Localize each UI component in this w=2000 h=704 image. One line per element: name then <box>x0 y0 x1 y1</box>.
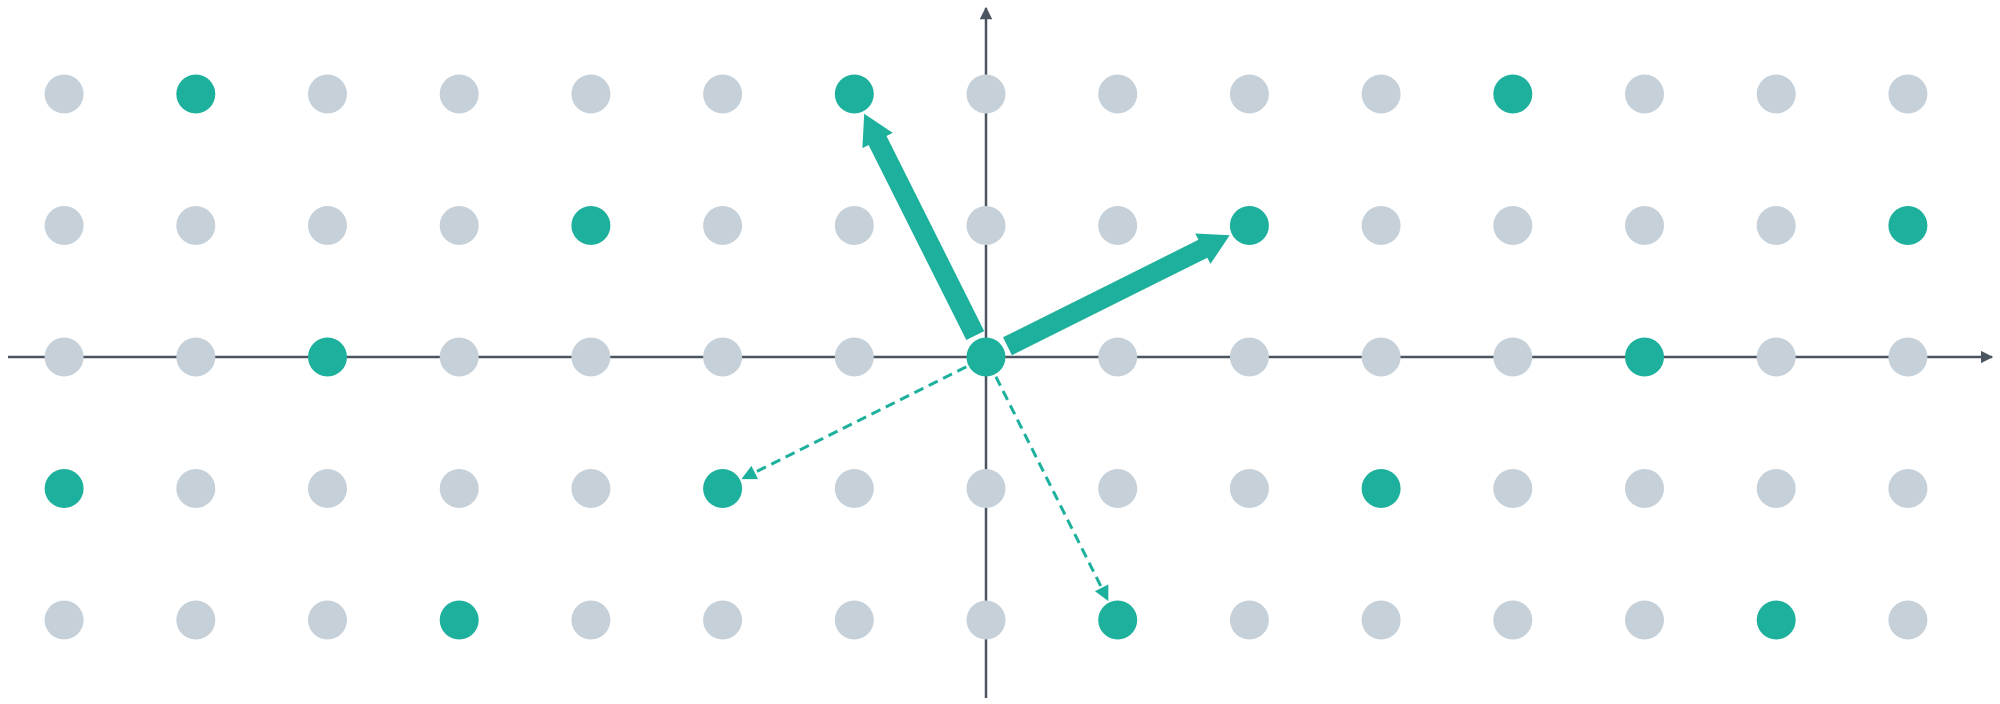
lattice-point <box>1098 337 1138 377</box>
lattice-point <box>966 206 1006 245</box>
lattice-point <box>703 600 743 640</box>
lattice-point <box>308 469 347 508</box>
lattice-point <box>834 600 874 640</box>
lattice-point <box>703 337 743 377</box>
lattice-point <box>439 337 479 377</box>
highlighted-lattice-point <box>176 74 216 114</box>
lattice-point <box>1756 74 1796 114</box>
lattice-point <box>308 600 347 640</box>
lattice-point <box>1888 600 1928 640</box>
lattice-point <box>1625 74 1664 114</box>
lattice-point <box>1493 600 1533 640</box>
basis-vector-a <box>1003 233 1230 356</box>
lattice-point <box>176 337 216 377</box>
lattice-point <box>308 74 347 114</box>
lattice-point <box>571 469 611 508</box>
lattice-point <box>1493 206 1533 245</box>
lattice-point <box>1229 74 1269 114</box>
lattice-point <box>439 74 479 114</box>
lattice-point <box>1361 337 1401 377</box>
lattice-point <box>571 337 611 377</box>
highlighted-lattice-point <box>966 337 1006 377</box>
highlighted-lattice-point <box>834 74 874 114</box>
lattice-point <box>1229 600 1269 640</box>
highlighted-lattice-point <box>1229 206 1269 245</box>
lattice-point <box>834 206 874 245</box>
lattice-point <box>176 469 216 508</box>
highlighted-lattice-point <box>1493 74 1533 114</box>
lattice-point <box>966 469 1006 508</box>
highlighted-lattice-point <box>439 600 479 640</box>
lattice-point <box>834 469 874 508</box>
lattice-point <box>1888 469 1928 508</box>
highlighted-lattice-point <box>1625 337 1664 377</box>
lattice-point <box>1625 206 1664 245</box>
lattice-point <box>1756 337 1796 377</box>
lattice-point <box>1493 337 1533 377</box>
lattice-point <box>966 74 1006 114</box>
lattice-point <box>1098 74 1138 114</box>
lattice-point <box>176 600 216 640</box>
lattice-point <box>1888 74 1928 114</box>
lattice-point <box>834 337 874 377</box>
lattice-point <box>44 600 84 640</box>
lattice-point <box>1098 469 1138 508</box>
lattice-point <box>1756 469 1796 508</box>
lattice-point <box>571 74 611 114</box>
lattice-point <box>1756 206 1796 245</box>
highlighted-lattice-point <box>1098 600 1138 640</box>
dashed-vector-c <box>741 365 967 480</box>
lattice-point <box>308 206 347 245</box>
lattice-point <box>1229 469 1269 508</box>
lattice-point <box>1361 600 1401 640</box>
lattice-point <box>439 469 479 508</box>
lattice-points <box>44 74 1928 640</box>
highlighted-lattice-point <box>308 337 347 377</box>
lattice-point <box>1888 337 1928 377</box>
lattice-point <box>703 206 743 245</box>
lattice-point <box>571 600 611 640</box>
lattice-point <box>1493 469 1533 508</box>
highlighted-lattice-point <box>571 206 611 245</box>
lattice-point <box>44 74 84 114</box>
basis-vector-b <box>862 113 985 340</box>
lattice-point <box>44 206 84 245</box>
dashed-vector-d <box>994 376 1109 602</box>
lattice-point <box>1625 600 1664 640</box>
vectors <box>741 113 1230 602</box>
lattice-point <box>1229 337 1269 377</box>
lattice-point <box>966 600 1006 640</box>
lattice-point <box>1361 74 1401 114</box>
highlighted-lattice-point <box>1756 600 1796 640</box>
highlighted-lattice-point <box>44 469 84 508</box>
highlighted-lattice-point <box>1361 469 1401 508</box>
lattice-point <box>439 206 479 245</box>
lattice-point <box>703 74 743 114</box>
lattice-point <box>176 206 216 245</box>
lattice-point <box>44 337 84 377</box>
highlighted-lattice-point <box>1888 206 1928 245</box>
highlighted-lattice-point <box>703 469 743 508</box>
lattice-point <box>1625 469 1664 508</box>
lattice-point <box>1098 206 1138 245</box>
lattice-point <box>1361 206 1401 245</box>
